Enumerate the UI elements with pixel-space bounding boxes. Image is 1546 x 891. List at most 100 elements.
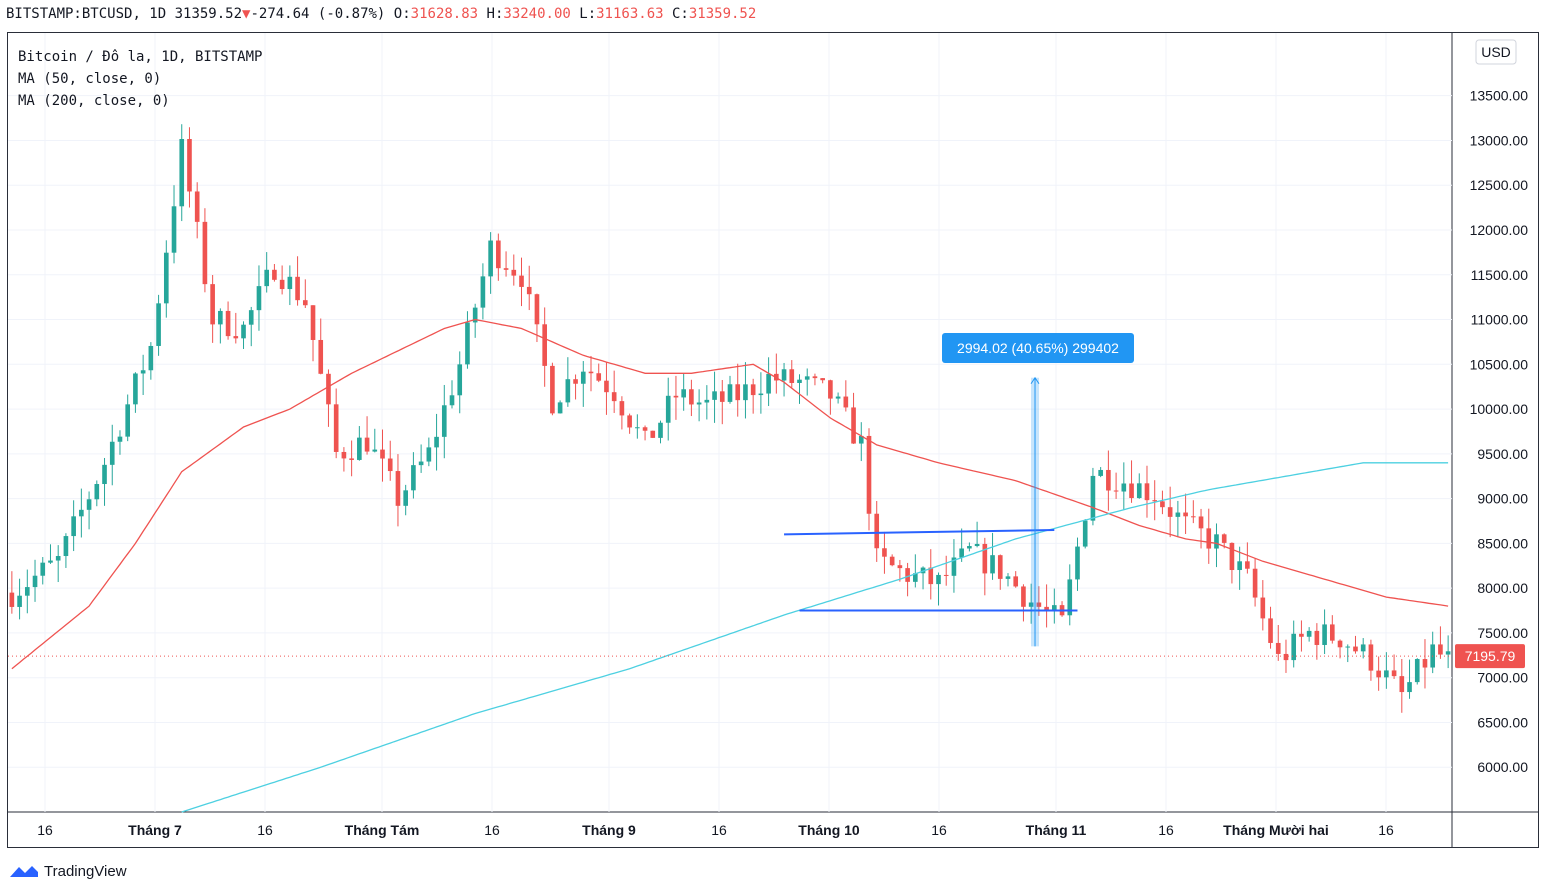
candle[interactable] xyxy=(1028,583,1034,624)
candle[interactable] xyxy=(318,318,324,375)
candle[interactable] xyxy=(789,360,795,388)
candle[interactable] xyxy=(1129,460,1134,503)
candle[interactable] xyxy=(804,368,810,396)
candle[interactable] xyxy=(441,384,447,459)
candle[interactable] xyxy=(395,454,401,527)
candle[interactable] xyxy=(24,569,30,614)
candle[interactable] xyxy=(272,264,277,282)
candle[interactable] xyxy=(604,361,609,415)
candle[interactable] xyxy=(1090,467,1096,526)
candle[interactable] xyxy=(117,430,123,455)
channel-top-line[interactable] xyxy=(784,528,1055,536)
candle[interactable] xyxy=(1198,508,1204,549)
candle[interactable] xyxy=(1067,564,1073,626)
candle[interactable] xyxy=(179,124,185,222)
candle[interactable] xyxy=(943,555,949,586)
candle[interactable] xyxy=(1430,631,1436,674)
candle[interactable] xyxy=(63,533,69,568)
candle[interactable] xyxy=(951,539,957,593)
candle[interactable] xyxy=(573,374,578,400)
candle[interactable] xyxy=(928,549,934,600)
candle[interactable] xyxy=(1121,462,1127,511)
candle[interactable] xyxy=(750,378,756,414)
candle[interactable] xyxy=(596,363,602,383)
candle[interactable] xyxy=(866,428,872,531)
candle[interactable] xyxy=(1075,537,1080,591)
candle[interactable] xyxy=(387,440,393,481)
candle[interactable] xyxy=(550,362,555,416)
candle[interactable] xyxy=(1283,639,1289,673)
candle[interactable] xyxy=(542,307,547,387)
candle[interactable] xyxy=(565,357,571,407)
candle[interactable] xyxy=(1445,635,1451,669)
candle[interactable] xyxy=(1275,624,1281,661)
candle[interactable] xyxy=(619,396,625,430)
candle[interactable] xyxy=(1353,635,1358,654)
candle[interactable] xyxy=(256,265,262,331)
candle[interactable] xyxy=(1391,654,1397,679)
candle[interactable] xyxy=(295,256,300,306)
candle[interactable] xyxy=(982,537,988,596)
candle[interactable] xyxy=(797,374,802,404)
candle[interactable] xyxy=(248,306,254,347)
candle[interactable] xyxy=(1376,656,1381,691)
candle[interactable] xyxy=(86,491,92,530)
candle[interactable] xyxy=(403,484,408,516)
candle[interactable] xyxy=(40,557,46,585)
candle[interactable] xyxy=(642,425,648,441)
candle[interactable] xyxy=(897,559,903,582)
candle[interactable] xyxy=(1214,523,1219,568)
candle[interactable] xyxy=(1183,493,1188,535)
candle[interactable] xyxy=(858,422,864,462)
candle[interactable] xyxy=(411,452,416,499)
candle[interactable] xyxy=(156,294,161,356)
legend-symbol[interactable]: Bitcoin / Đô la, 1D, BITSTAMP xyxy=(18,49,263,65)
candle[interactable] xyxy=(187,127,192,208)
candle[interactable] xyxy=(457,351,463,414)
candle[interactable] xyxy=(658,420,663,444)
candle[interactable] xyxy=(380,429,385,482)
candle[interactable] xyxy=(79,488,84,538)
candle[interactable] xyxy=(163,240,169,318)
candle[interactable] xyxy=(974,521,980,548)
candle[interactable] xyxy=(94,480,100,507)
candle[interactable] xyxy=(526,265,532,311)
candle[interactable] xyxy=(48,544,53,564)
candle[interactable] xyxy=(1206,508,1212,564)
candle[interactable] xyxy=(851,392,856,444)
candle[interactable] xyxy=(936,572,941,606)
candle[interactable] xyxy=(1268,606,1273,649)
candle[interactable] xyxy=(202,208,208,293)
candle[interactable] xyxy=(326,369,331,427)
candle[interactable] xyxy=(1190,500,1196,524)
candle[interactable] xyxy=(727,375,733,404)
candle[interactable] xyxy=(557,400,563,414)
candle[interactable] xyxy=(426,437,432,467)
candle[interactable] xyxy=(357,426,362,461)
candle[interactable] xyxy=(1414,658,1420,685)
candle[interactable] xyxy=(1160,490,1165,515)
candle[interactable] xyxy=(534,293,540,343)
candle[interactable] xyxy=(1152,480,1158,521)
candle[interactable] xyxy=(1384,652,1389,689)
candle[interactable] xyxy=(665,377,671,441)
ma50-line[interactable] xyxy=(11,318,1449,670)
candle[interactable] xyxy=(1237,546,1242,590)
candle[interactable] xyxy=(264,252,270,293)
candle[interactable] xyxy=(125,394,131,442)
candle[interactable] xyxy=(1399,658,1405,713)
candle[interactable] xyxy=(218,308,223,344)
candle[interactable] xyxy=(1306,627,1312,642)
candle[interactable] xyxy=(843,380,849,412)
candle[interactable] xyxy=(959,528,964,562)
candle[interactable] xyxy=(32,559,38,602)
candle[interactable] xyxy=(812,373,818,386)
candle[interactable] xyxy=(1299,620,1304,652)
candle[interactable] xyxy=(1144,465,1150,518)
candle[interactable] xyxy=(1245,542,1250,574)
candle[interactable] xyxy=(905,562,910,597)
candle[interactable] xyxy=(689,379,694,417)
candle[interactable] xyxy=(1052,588,1057,624)
candle[interactable] xyxy=(719,379,725,425)
candle[interactable] xyxy=(488,232,493,294)
